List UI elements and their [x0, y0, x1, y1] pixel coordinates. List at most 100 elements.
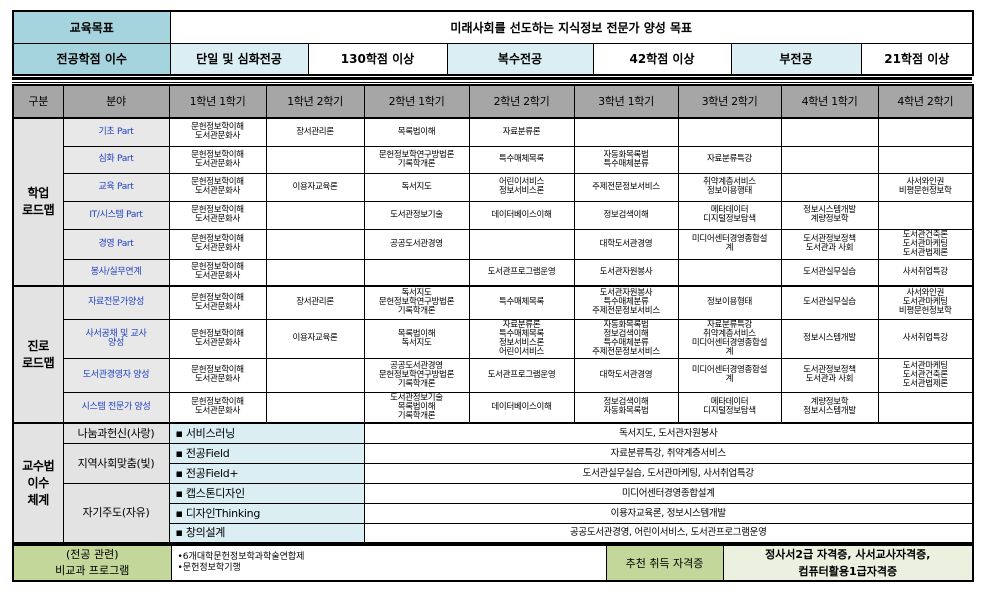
course-cell: 자료분류특강 [677, 145, 782, 174]
course-cell [677, 117, 782, 147]
course-cell: 사서취업특강 [877, 318, 974, 359]
field-label: 시스템 전문가 양성 [62, 391, 170, 424]
teaching-category: 지역사회맞춤(빛) [62, 442, 170, 484]
course-cell: 정보검색이해 자동화목록법 [573, 391, 679, 424]
single-major-label: 단일 및 심화전공 [169, 42, 309, 76]
course-cell: 자동화목록법 특수매체분류 [573, 145, 679, 174]
teaching-method: ▪ 전공Field+ [168, 462, 365, 484]
course-cell: 취약계층서비스 정보이용행태 [677, 172, 782, 202]
course-cell: 문헌정보학이해 도서관문화사 [168, 172, 267, 202]
course-cell: 도서관정보정책 도서관과 사회 [780, 228, 879, 260]
course-cell: 특수매체목록 [468, 145, 575, 174]
course-cell: 데이터베이스이해 [468, 391, 575, 424]
academic-group-label: 학업 로드맵 [12, 117, 64, 287]
field-label: 도서관경영자 양성 [62, 357, 170, 393]
course-cell: 정보시스템개발 계량정보학 [780, 200, 879, 230]
teaching-row: 지역사회맞춤(빛) ▪ 전공Field 자료분류특강, 취약계층서비스 [13, 442, 974, 484]
double-major-label: 복수전공 [446, 42, 594, 76]
course-cell [265, 228, 365, 260]
course-cell [265, 200, 365, 230]
double-divider [12, 77, 972, 83]
field-label: 봉사/실무연계 [62, 258, 170, 287]
academic-row: 학업 로드맵 기초 Part 문헌정보학이해 도서관문화사 장서관리론 목록법이해 자료분… [12, 117, 974, 287]
course-cell: 도서관자원봉사 [573, 258, 679, 287]
cert-label: 추천 취득 자격증 [605, 544, 724, 582]
course-cell: 문헌정보학이해 도서관문화사 [168, 391, 267, 424]
course-cell: 도서관마케팅 도서관건축론 도서관법제론 [877, 357, 974, 393]
course-cell: 장서관리론 [265, 117, 365, 147]
course-cell: 문헌정보학이해 도서관문화사 [168, 318, 267, 359]
single-major-value: 130학점 이상 [307, 42, 448, 76]
field-label: 심화 Part [62, 145, 170, 174]
academic-row: 교육 Part 문헌정보학이해 도서관문화사 이용자교육론 독서지도 어린이서비스 정보… [13, 172, 974, 202]
course-cell: 메타데이터 디지털정보탐색 [677, 200, 782, 230]
teaching-courses: 독서지도, 도서관자원봉사 [363, 422, 974, 444]
teaching-courses: 도서관실무실습, 도서관마케팅, 사서취업특강 [363, 462, 974, 484]
course-cell [780, 117, 879, 147]
course-cell: 도서관정보정책 도서관과 사회 [780, 357, 879, 393]
course-cell: 미디어센터경영종합설 계 [677, 357, 782, 393]
column-header: 구분 [12, 84, 64, 119]
career-row: 시스템 전문가 양성 문헌정보학이해 도서관문화사 도서관정보기술 목록법이해 기록… [13, 391, 974, 424]
course-cell [780, 145, 879, 174]
course-cell: 문헌정보학이해 도서관문화사 [168, 285, 267, 320]
career-group-label: 진로 로드맵 [12, 285, 64, 424]
course-cell: 문헌정보학이해 도서관문화사 [168, 200, 267, 230]
column-header: 4학년 2학기 [877, 84, 974, 119]
course-cell: 문헌정보학이해 도서관문화사 [168, 228, 267, 260]
course-cell: 정보이용형태 [677, 285, 782, 320]
teaching-category: 나눔과헌신(사랑) [62, 422, 170, 444]
minor-label: 부전공 [730, 42, 862, 76]
teaching-row: ▪ 디자인Thinking 이용자교육론, 정보시스템개발 [13, 502, 974, 524]
teaching-courses: 공공도서관경영, 어린이서비스, 도서관프로그램운영 [363, 522, 974, 544]
field-label: 자료전문가양성 [62, 285, 170, 320]
header-row: 구분 분야 1학년 1학기 1학년 2학기 2학년 1학기 2학년 2학기 3학년 1학기 3… [12, 84, 974, 119]
course-cell: 도서관자원봉사 특수매체분류 주제전문정보서비스 [573, 285, 679, 320]
course-cell: 공공도서관경영 문헌정보학연구방법론 기록학개론 [363, 357, 470, 393]
academic-row: IT/시스템 Part 문헌정보학이해 도서관문화사 도서관정보기술 데이터베이스이해… [13, 200, 974, 230]
course-cell [877, 117, 974, 147]
course-cell [780, 172, 879, 202]
teaching-row: 자기주도(자유) ▪ 캡스톤디자인 미디어센터경영종합설계 [13, 482, 974, 544]
extracurricular-label: (전공 관련) 비교과 프로그램 [12, 544, 172, 582]
course-cell: 독서지도 문헌정보학연구방법론 기록학개론 [363, 285, 470, 320]
course-cell: 메타데이터 디지털정보탐색 [677, 391, 782, 424]
course-cell: 이용자교육론 [265, 172, 365, 202]
course-cell: 문헌정보학이해 도서관문화사 [168, 357, 267, 393]
double-major-value: 42학점 이상 [592, 42, 732, 76]
course-cell: 도서관정보기술 목록법이해 기록학개론 [363, 391, 470, 424]
course-cell [877, 145, 974, 174]
course-cell: 문헌정보학이해 도서관문화사 [168, 145, 267, 174]
teaching-category: 자기주도(자유) [62, 482, 170, 544]
cert-list: 정사서2급 자격증, 사서교사자격증, 컴퓨터활용1급자격증 [722, 544, 974, 582]
course-cell: 대학도서관경영 [573, 357, 679, 393]
course-cell: 어린이서비스 정보서비스론 [468, 172, 575, 202]
course-cell: 미디어센터경영종합설 계 [677, 228, 782, 260]
teaching-courses: 자료분류특강, 취약계층서비스 [363, 442, 974, 464]
field-label: 사서공채 및 교사 양성 [62, 318, 170, 359]
course-cell: 정보시스템개발 [780, 318, 879, 359]
course-cell: 주제전문정보서비스 [573, 172, 679, 202]
course-cell: 특수매체목록 [468, 285, 575, 320]
teaching-row: ▪ 창의설계 공공도서관경영, 어린이서비스, 도서관프로그램운영 [13, 522, 974, 544]
course-cell: 자동화목록법 정보검색이해 특수매체분류 주제전문정보서비스 [573, 318, 679, 359]
career-row: 진로 로드맵 자료전문가양성 문헌정보학이해 도서관문화사 장서관리론 독서지도 문헌정… [12, 285, 974, 424]
course-cell [877, 391, 974, 424]
teaching-method: ▪ 전공Field [168, 442, 365, 464]
course-cell: 도서관실무실습 [780, 285, 879, 320]
course-cell: 도서관건축론 도서관마케팅 도서관법제론 [877, 228, 974, 260]
course-cell [677, 258, 782, 287]
teaching-row: 교수법 이수 체계 나눔과헌신(사랑) ▪ 서비스러닝 독서지도, 도서관자원봉사 [12, 422, 974, 544]
academic-row: 심화 Part 문헌정보학이해 도서관문화사 문헌정보학연구방법론 기록학개론 특수매… [13, 145, 974, 174]
field-label: IT/시스템 Part [62, 200, 170, 230]
field-label: 교육 Part [62, 172, 170, 202]
course-cell [265, 145, 365, 174]
course-cell: 사서와인권 비평문헌정보학 [877, 172, 974, 202]
roadmap-table: 구분 분야 1학년 1학기 1학년 2학기 2학년 1학기 2학년 2학기 3학년 1학기 3… [12, 84, 974, 544]
course-cell: 문헌정보학이해 도서관문화사 [168, 117, 267, 147]
goal-label: 교육목표 [12, 10, 171, 44]
teaching-method: ▪ 디자인Thinking [168, 502, 365, 524]
course-cell: 이용자교육론 [265, 318, 365, 359]
course-cell [265, 391, 365, 424]
course-cell: 독서지도 [363, 172, 470, 202]
